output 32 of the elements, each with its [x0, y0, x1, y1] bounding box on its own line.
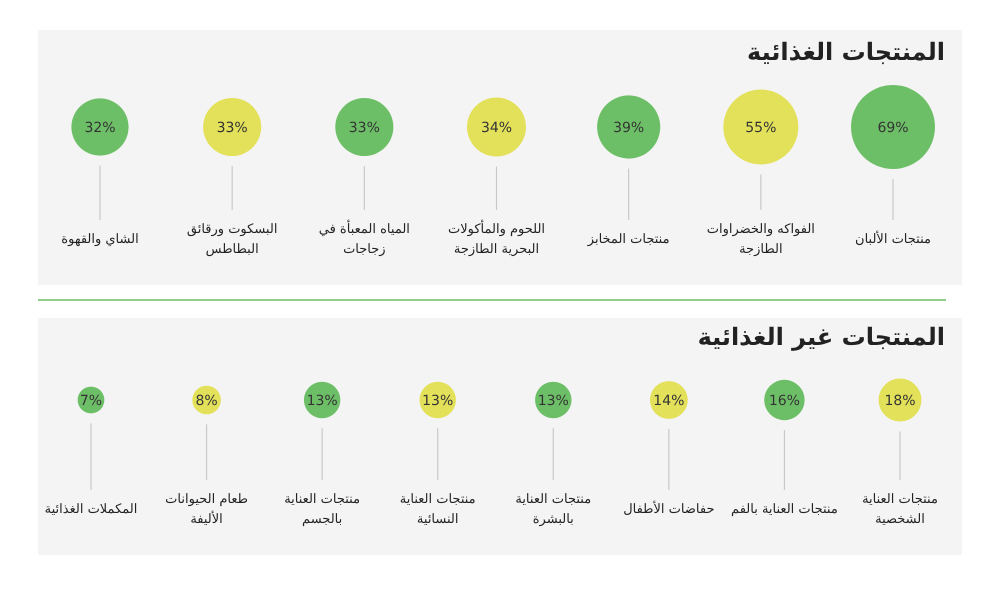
- data-label: 8%: [195, 393, 218, 409]
- category-label: منتجات الألبان: [855, 230, 931, 247]
- category-label: الفواكه والخضراوات الطازجة: [706, 222, 815, 257]
- data-label: 34%: [480, 120, 512, 136]
- category-label: طعام الحيوانات الأليفة: [165, 492, 248, 527]
- category-label: الشاي والقهوة: [61, 232, 139, 247]
- data-label: 39%: [613, 120, 644, 136]
- category-label: البسكوت ورقائق البطاطس: [186, 222, 278, 257]
- data-label: 13%: [538, 393, 569, 409]
- data-label: 13%: [306, 393, 338, 409]
- category-label: المكملات الغذائية: [44, 502, 138, 517]
- data-label: 32%: [84, 120, 116, 136]
- data-label: 18%: [884, 393, 916, 409]
- data-label: 55%: [745, 120, 776, 136]
- category-label: حفاضات الأطفال: [623, 500, 715, 517]
- data-label: 7%: [80, 393, 102, 409]
- category-label: منتجات المخابز: [586, 232, 670, 247]
- category-label: اللحوم والمأكولات البحرية الطازجة: [448, 219, 546, 257]
- text: المنتجات الغذائية: [747, 38, 945, 66]
- category-label: منتجات العناية بالبشرة: [515, 492, 592, 527]
- data-label: 14%: [653, 393, 684, 409]
- category-label: منتجات العناية النسائية: [400, 492, 476, 527]
- data-label: 16%: [768, 393, 800, 409]
- category-label: منتجات العناية بالجسم: [284, 492, 360, 527]
- data-label: 13%: [422, 393, 454, 409]
- text: المنتجات غير الغذائية: [698, 323, 945, 351]
- data-label: 33%: [348, 120, 380, 136]
- category-label: منتجات العناية الشخصية: [862, 492, 938, 527]
- category-label: منتجات العناية بالفم: [731, 502, 838, 517]
- data-label: 33%: [216, 120, 248, 136]
- data-label: 69%: [877, 120, 909, 136]
- category-label: المياه المعبأة في زجاجات: [318, 219, 410, 257]
